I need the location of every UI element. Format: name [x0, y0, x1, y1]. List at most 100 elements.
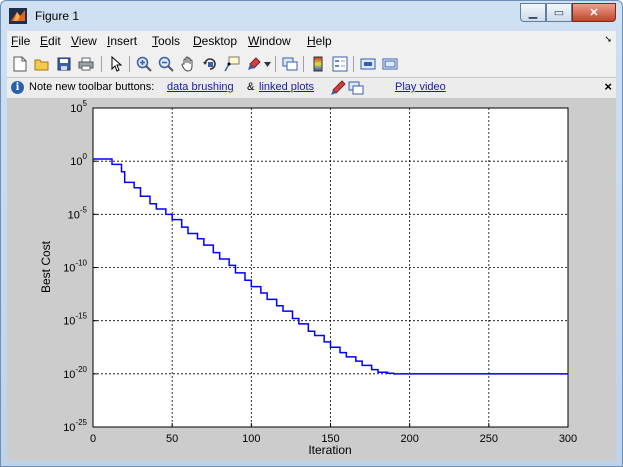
- maximize-icon: ▭: [553, 7, 565, 19]
- play-video-link[interactable]: Play video: [395, 81, 446, 93]
- matlab-logo-icon: [9, 8, 27, 24]
- y-tick-exponent: -5: [80, 205, 88, 214]
- title-bar[interactable]: Figure 1 ▁ ▭ ✕: [1, 1, 622, 31]
- linked-plots-link[interactable]: linked plots: [259, 81, 315, 93]
- dropdown-arrow-icon[interactable]: [263, 55, 271, 73]
- close-icon: ✕: [589, 7, 599, 19]
- x-tick-label: 150: [321, 433, 339, 445]
- toolbar-separator: [101, 56, 102, 72]
- x-tick-label: 250: [480, 433, 498, 445]
- y-tick-label: 100: [70, 152, 87, 168]
- note-ampersand: &: [247, 81, 255, 93]
- y-tick-exponent: 5: [83, 99, 88, 108]
- toolbar-separator: [353, 56, 354, 72]
- y-tick-label: 10-20: [63, 365, 87, 381]
- x-tick-label: 300: [559, 433, 577, 445]
- menu-view-mnemonic: V: [71, 34, 79, 48]
- y-tick-base: 10: [70, 156, 82, 168]
- zoom-in-icon[interactable]: [135, 55, 153, 73]
- new-figure-icon[interactable]: [11, 55, 29, 73]
- menu-desktop-mnemonic: D: [193, 34, 202, 48]
- y-tick-base: 10: [63, 263, 75, 275]
- chart-svg: 0 50 100 150 200 250 30010510010-510-1010-1510…: [39, 99, 577, 457]
- y-tick-label: 10-25: [63, 418, 87, 434]
- minimize-button[interactable]: ▁: [520, 3, 546, 22]
- menu-help-label: elp: [315, 34, 332, 48]
- y-tick-exponent: -20: [75, 365, 87, 374]
- maximize-button[interactable]: ▭: [546, 3, 572, 22]
- y-tick-exponent: 0: [83, 152, 88, 161]
- link-plot-icon[interactable]: [281, 55, 299, 73]
- menubar-overflow-icon[interactable]: ➘: [604, 34, 612, 44]
- plot-area: 0 50 100 150 200 250 300 105 100 10-5 10-10 10-15 10…: [7, 99, 616, 461]
- print-icon[interactable]: [77, 55, 95, 73]
- menu-help-mnemonic: H: [307, 34, 316, 48]
- y-tick-exponent: -10: [75, 259, 87, 268]
- y-tick-exponent: -25: [75, 418, 87, 427]
- best-cost-line[interactable]: [93, 158, 568, 375]
- menu-tools-label: ools: [158, 34, 181, 48]
- edit-plot-arrow-icon[interactable]: [107, 55, 125, 73]
- menu-window-mnemonic: W: [248, 34, 260, 48]
- y-tick-base: 10: [70, 103, 82, 115]
- menu-file-mnemonic: F: [11, 34, 19, 48]
- data-brushing-link[interactable]: data brushing: [167, 81, 234, 93]
- colorbar-icon[interactable]: [309, 55, 327, 73]
- menu-file-label: ile: [18, 34, 31, 48]
- y-tick-label: 105: [70, 99, 87, 115]
- close-button[interactable]: ✕: [572, 3, 616, 22]
- y-tick-exponent: -15: [75, 312, 87, 321]
- menu-file[interactable]: File: [11, 34, 30, 48]
- toolbar-separator: [129, 56, 130, 72]
- menu-edit[interactable]: Edit: [40, 34, 61, 48]
- zoom-out-icon[interactable]: [157, 55, 175, 73]
- hide-plot-tools-icon[interactable]: [359, 55, 377, 73]
- menu-tools-mnemonic: T: [152, 34, 158, 48]
- figure-client-area: File Edit View Insert Tools Desktop Wind…: [7, 31, 616, 461]
- brush-pencil-icon: [329, 79, 347, 97]
- info-icon: i: [11, 81, 24, 94]
- menu-tools[interactable]: Tools: [152, 34, 180, 48]
- y-tick-base: 10: [63, 369, 75, 381]
- x-tick-label: 100: [242, 433, 260, 445]
- brush-icon[interactable]: [245, 55, 263, 73]
- y-tick-base: 10: [68, 209, 80, 221]
- data-cursor-icon[interactable]: [223, 55, 241, 73]
- x-axis-label: Iteration: [308, 443, 351, 457]
- menu-view[interactable]: View: [71, 34, 97, 48]
- menu-window-label: indow: [259, 34, 291, 48]
- x-tick-label: 200: [400, 433, 418, 445]
- minimize-icon: ▁: [528, 7, 538, 19]
- close-notification-icon[interactable]: ×: [604, 79, 612, 94]
- rotate-3d-icon[interactable]: [201, 55, 219, 73]
- y-tick-label: 10-10: [63, 259, 87, 275]
- show-plot-tools-icon[interactable]: [381, 55, 399, 73]
- open-file-icon[interactable]: [33, 55, 51, 73]
- x-tick-label: 0: [90, 433, 96, 445]
- toolbar-separator: [275, 56, 276, 72]
- y-tick-base: 10: [63, 422, 75, 434]
- menu-insert[interactable]: Insert: [107, 34, 137, 48]
- menu-edit-label: dit: [48, 34, 61, 48]
- figure-toolbar: [7, 51, 616, 78]
- pan-icon[interactable]: [179, 55, 197, 73]
- y-tick-base: 10: [63, 316, 75, 328]
- menu-window[interactable]: Window: [248, 34, 291, 48]
- menu-help[interactable]: Help: [307, 34, 332, 48]
- window-controls: ▁ ▭ ✕: [520, 3, 616, 23]
- window-title: Figure 1: [35, 9, 80, 23]
- menu-view-label: iew: [78, 34, 97, 48]
- info-notification-bar: i Note new toolbar buttons: data brushin…: [7, 78, 616, 99]
- series-group: [93, 158, 568, 375]
- menu-edit-mnemonic: E: [40, 34, 49, 48]
- menu-desktop[interactable]: Desktop: [193, 34, 237, 48]
- grid-lines: [93, 108, 568, 427]
- linked-plots-icon: [347, 79, 365, 97]
- y-tick-label: 10-15: [63, 312, 87, 328]
- save-icon[interactable]: [55, 55, 73, 73]
- menu-insert-label: nsert: [110, 34, 138, 48]
- y-axis-label: Best Cost: [39, 240, 53, 293]
- legend-icon[interactable]: [331, 55, 349, 73]
- menu-desktop-label: esktop: [201, 34, 238, 48]
